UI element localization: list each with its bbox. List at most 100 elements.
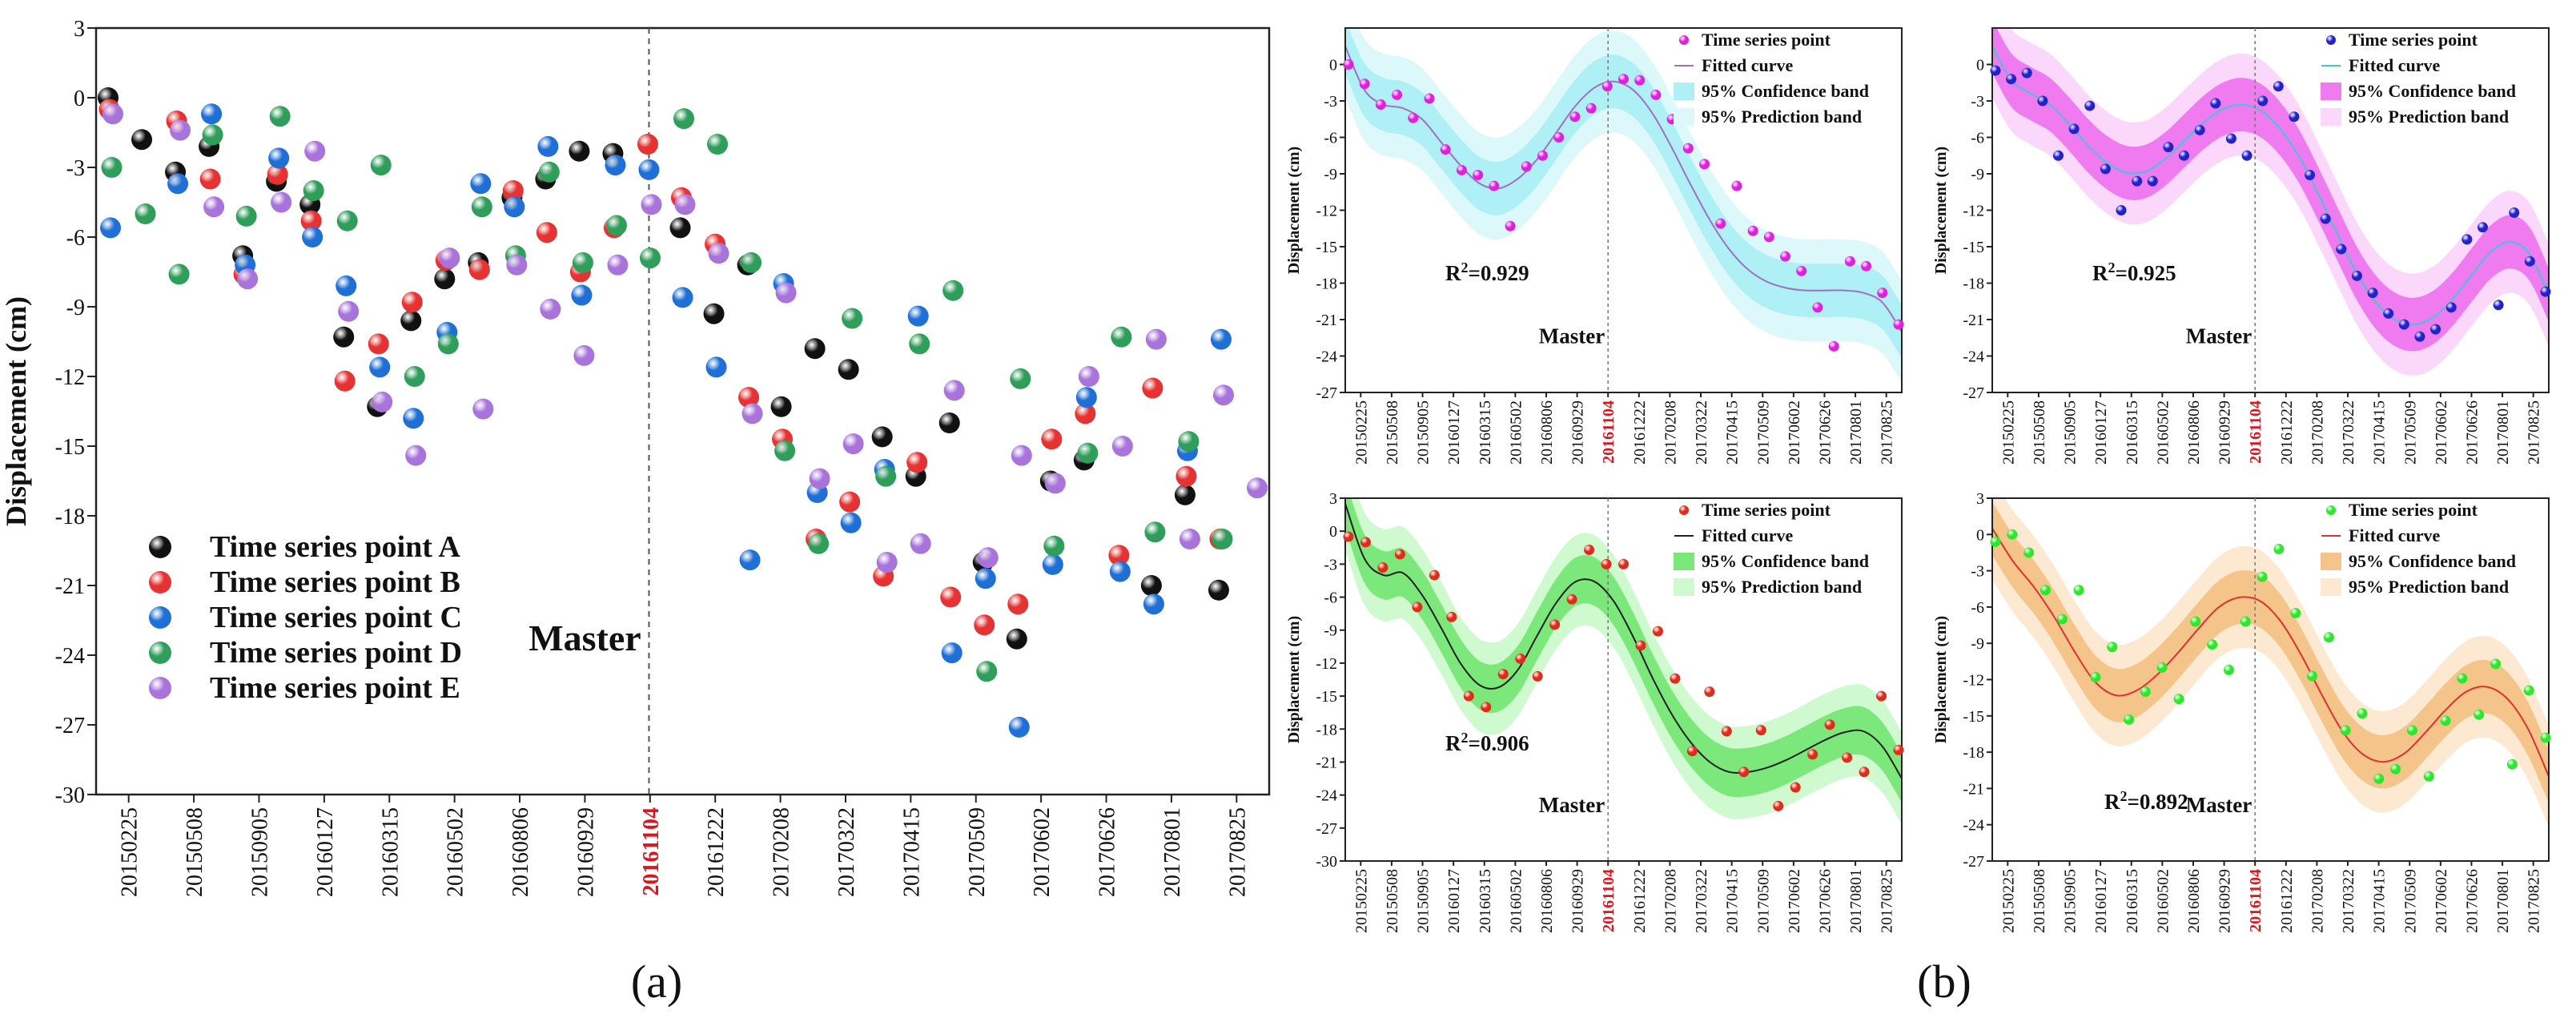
prediction-band (1345, 498, 1902, 825)
y-tick-label: -18 (1963, 276, 1984, 293)
y-tick-label: -15 (1316, 688, 1337, 706)
data-point-d (673, 108, 694, 130)
legend-swatch (2321, 578, 2341, 596)
data-point-b (368, 333, 389, 355)
data-point-c (672, 287, 693, 308)
x-tick-label: 20150508 (1384, 400, 1401, 465)
data-point (2336, 243, 2347, 255)
data-point (1618, 558, 1629, 569)
legend-marker (149, 571, 171, 593)
confidence-band (1992, 28, 2549, 352)
data-point (2305, 170, 2316, 181)
x-tick-label: 20170509 (1754, 869, 1772, 933)
x-tick-label: 20161104 (1600, 400, 1618, 464)
panel-label-a: (a) (631, 956, 682, 1008)
y-tick-label: -9 (1971, 635, 1984, 653)
data-point (1807, 749, 1818, 760)
data-point-a (703, 303, 725, 324)
data-point (1738, 766, 1750, 778)
data-point-d (842, 308, 863, 329)
data-point-c (605, 155, 626, 176)
data-point (2037, 95, 2048, 107)
data-point (1682, 143, 1694, 154)
x-tick-label: 20170626 (1816, 869, 1834, 933)
data-point-c (840, 512, 862, 533)
legend-label: 95% Confidence band (2349, 81, 2516, 101)
data-point (1446, 611, 1457, 622)
data-point (2398, 319, 2409, 330)
y-tick-label: -18 (55, 505, 85, 529)
legend-label: Time series point A (210, 530, 460, 564)
data-point (1392, 89, 1403, 100)
y-tick-label: -12 (1963, 672, 1984, 690)
data-point (2506, 758, 2518, 770)
data-point (2116, 205, 2127, 215)
data-point-d (269, 106, 291, 127)
data-point-e (1078, 366, 1099, 387)
data-point-d (168, 264, 190, 285)
data-point (1601, 558, 1612, 569)
x-tick-label: 20170415 (1724, 869, 1742, 933)
x-tick-label: 20160127 (1445, 400, 1463, 465)
legend-label: Time series point (2349, 30, 2478, 50)
data-point (1796, 265, 1807, 276)
x-tick-label: 20170602 (2433, 869, 2450, 933)
x-tick-label: 20170602 (1786, 400, 1803, 465)
legend-label: Fitted curve (2349, 55, 2440, 75)
x-tick-label: 20150508 (2031, 869, 2048, 933)
data-point (1408, 112, 1419, 123)
data-point-c (403, 408, 424, 429)
data-point (1521, 161, 1532, 172)
y-axis-label: Displacement (cm) (1285, 616, 1303, 743)
y-tick-label: 0 (1329, 57, 1337, 74)
x-tick-label: 20160315 (1477, 869, 1494, 933)
x-tick-label: 20170322 (834, 807, 859, 897)
data-point (2194, 124, 2205, 135)
y-tick-label: -6 (1324, 130, 1337, 147)
data-point (2290, 607, 2301, 618)
data-point (2383, 308, 2394, 319)
data-point (1790, 782, 1801, 793)
y-tick-label: -21 (1316, 754, 1337, 771)
x-tick-label: 20170825 (1879, 869, 1896, 933)
data-point (2461, 234, 2473, 245)
legend-label: 95% Prediction band (2349, 107, 2509, 127)
data-point-d (976, 661, 998, 682)
data-point (1481, 702, 1492, 713)
data-point (1824, 719, 1835, 730)
data-point (1893, 319, 1904, 330)
y-tick-label: -27 (55, 714, 85, 738)
x-tick-label: 20170602 (1030, 807, 1055, 897)
data-point-a (871, 426, 893, 448)
x-tick-label: 20161104 (2247, 869, 2265, 932)
data-point-e (809, 468, 830, 489)
data-point (2273, 543, 2285, 554)
data-point-d (303, 180, 324, 201)
x-tick-label: 20161104 (2247, 400, 2265, 464)
data-point (2524, 256, 2535, 267)
data-point (1505, 220, 1516, 231)
x-tick-label: 20170801 (1160, 807, 1185, 897)
data-point (2540, 286, 2551, 297)
y-tick-label: -27 (1963, 384, 1984, 402)
data-point (1780, 251, 1791, 262)
data-point (1412, 602, 1423, 613)
data-point (1566, 593, 1577, 605)
data-point-b (1075, 403, 1096, 424)
data-point (2132, 175, 2143, 187)
x-tick-label: 20170626 (1095, 807, 1120, 897)
data-point-c (571, 284, 593, 306)
data-point (2323, 632, 2334, 643)
data-point-e (271, 191, 292, 213)
data-point-e (540, 298, 561, 320)
y-tick-label: -27 (1316, 384, 1337, 402)
y-tick-label: -6 (1324, 589, 1337, 607)
x-tick-label: 20160929 (1569, 869, 1587, 933)
data-point-c (268, 147, 290, 169)
data-point-e (1111, 436, 1133, 457)
legend-label: Fitted curve (1702, 525, 1793, 545)
data-point-b (401, 292, 423, 313)
y-tick-label: -24 (1963, 348, 1984, 366)
data-point (1721, 726, 1732, 737)
data-point-a (569, 140, 590, 162)
